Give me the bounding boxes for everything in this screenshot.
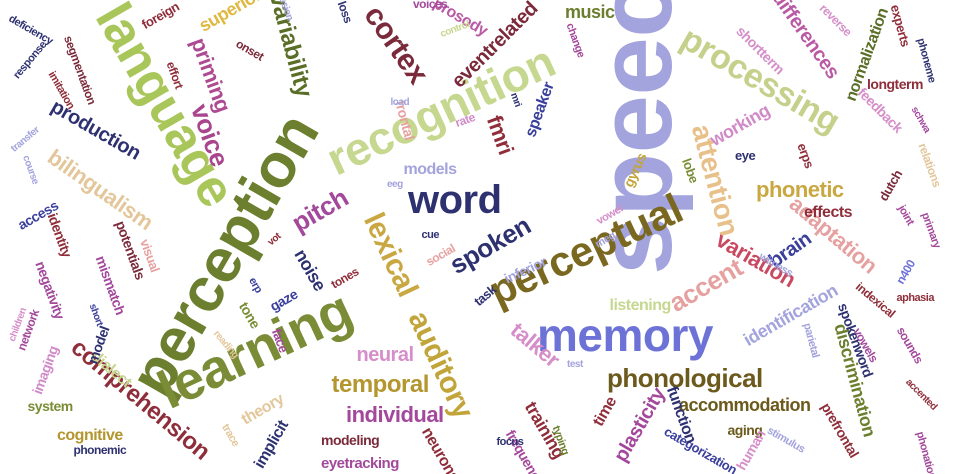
cloud-word-longterm: longterm	[867, 76, 923, 92]
cloud-word-identity: identity	[44, 210, 76, 260]
cloud-word-phonological: phonological	[607, 363, 763, 393]
cloud-word-onset: onset	[233, 36, 267, 64]
cloud-word-noise: noise	[289, 245, 330, 295]
cloud-word-schwa: schwa	[908, 104, 933, 135]
cloud-word-foreign: foreign	[138, 0, 182, 32]
cloud-word-cognitive: cognitive	[57, 427, 123, 444]
cloud-word-relations: relations	[915, 141, 945, 189]
cloud-word-eyetracking: eyetracking	[321, 454, 399, 472]
cloud-word-music: music	[565, 2, 615, 22]
cloud-word-neurons: neurons	[417, 424, 463, 474]
cloud-word-erps: erps	[793, 140, 817, 170]
cloud-word-listening: listening	[609, 297, 672, 314]
cloud-word-focus: focus	[496, 435, 524, 448]
cloud-word-imaging: imaging	[28, 343, 62, 397]
cloud-word-response: response	[10, 38, 49, 81]
cloud-word-plasticity: plasticity	[609, 384, 670, 466]
cloud-word-tones: tones	[328, 264, 362, 292]
cloud-word-eye: eye	[735, 147, 756, 163]
cloud-word-phonetic: phonetic	[756, 177, 844, 202]
cloud-word-loss: loss	[334, 0, 356, 25]
cloud-word-temporal: temporal	[331, 371, 430, 398]
cloud-word-experts: experts	[887, 2, 913, 48]
cloud-word-aphasia: aphasia	[896, 291, 935, 304]
cloud-word-trace: trace	[219, 421, 242, 449]
cloud-word-dutch: dutch	[875, 167, 905, 203]
cloud-word-effects: effects	[804, 204, 853, 221]
cloud-word-stimulus: stimulus	[764, 424, 807, 456]
cloud-word-indexical: indexical	[852, 279, 898, 321]
cloud-word-implicit: implicit	[251, 417, 292, 472]
cloud-word-system: system	[27, 398, 74, 414]
cloud-word-deficiency: deficiency	[6, 12, 55, 47]
cloud-word-control: control	[438, 19, 472, 40]
cloud-word-word: word	[408, 178, 502, 222]
cloud-word-load: load	[390, 97, 410, 108]
cloud-word-fmri: fmri	[481, 111, 519, 158]
cloud-word-models: models	[403, 161, 458, 178]
cloud-word-lexical: lexical	[356, 207, 425, 302]
cloud-word-phonation: phonation	[913, 429, 938, 474]
cloud-word-cue: cue	[421, 228, 440, 241]
cloud-word-voices: voices	[413, 0, 448, 11]
cloud-word-accommodation: accommodation	[679, 395, 811, 415]
cloud-word-parietal: parietal	[800, 321, 821, 359]
cloud-word-superior: superior	[195, 0, 265, 36]
cloud-word-joint: joint	[894, 202, 916, 227]
cloud-word-eeg: eeg	[387, 179, 403, 190]
cloud-word-sounds: sounds	[893, 324, 926, 366]
cloud-word-phonemic: phonemic	[73, 443, 127, 457]
cloud-word-primary: primary	[918, 210, 943, 250]
cloud-word-short: short	[86, 302, 105, 328]
cloud-word-accented: accented	[902, 376, 939, 413]
cloud-word-time: time	[589, 394, 620, 430]
cloud-word-aging: aging	[727, 422, 763, 438]
cloud-word-individual: individual	[346, 402, 444, 427]
cloud-word-neural: neural	[356, 344, 415, 366]
cloud-word-cortex: cortex	[356, 0, 434, 90]
cloud-word-transfer: transfer	[8, 124, 42, 155]
cloud-word-memory: memory	[537, 309, 713, 361]
cloud-word-reverse: reverse	[816, 1, 854, 39]
cloud-word-identification: identification	[739, 280, 841, 350]
cloud-word-course: course	[20, 153, 41, 186]
cloud-word-modeling: modeling	[321, 432, 380, 448]
cloud-word-n400: n400	[892, 257, 918, 287]
cloud-word-test: test	[567, 359, 583, 370]
